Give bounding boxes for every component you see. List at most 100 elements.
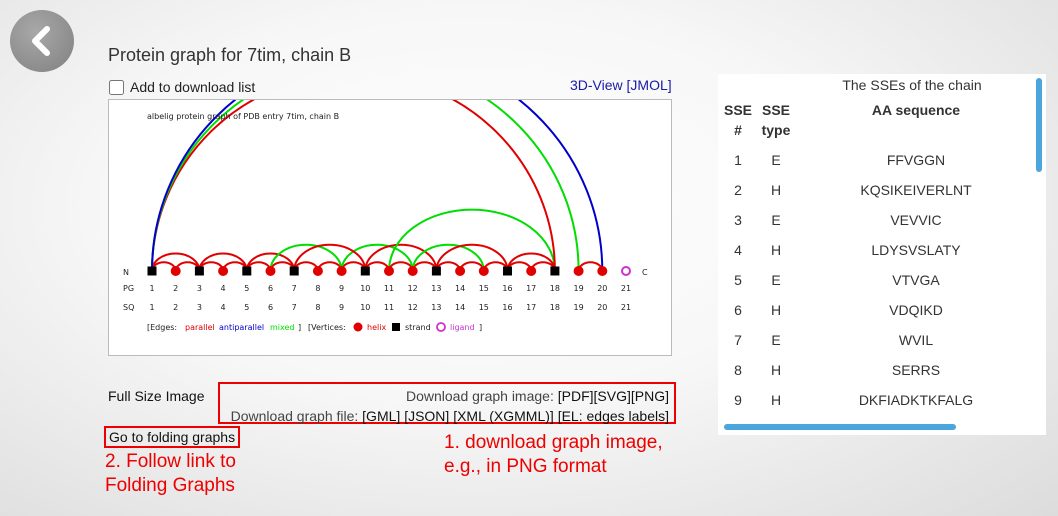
graph-edge <box>364 243 438 272</box>
graph-vertex-strand <box>147 266 157 276</box>
vertical-scrollbar[interactable] <box>1036 78 1042 172</box>
graph-vertex-strand <box>431 266 441 276</box>
annotation-folding-line2: Folding Graphs <box>105 475 235 496</box>
protein-graph: albelig protein graph of PDB entry 7tim,… <box>123 49 648 332</box>
sse-type-cell: H <box>770 182 782 198</box>
sse-table-row: 6 H VDQIKD <box>718 302 1038 332</box>
aa-sequence-header: AA sequence <box>871 102 961 118</box>
graph-sq-number: 8 <box>315 303 320 312</box>
graph-sq-number: 20 <box>597 303 607 312</box>
sse-table-caption: The SSEs of the chain <box>842 77 982 93</box>
sse-table-row: 7 E WVIL <box>718 332 1038 362</box>
sse-number-cell: 4 <box>734 242 742 258</box>
aa-sequence-cell: VTVGA <box>892 272 940 288</box>
download-image-row: Download graph image: [PDF][SVG][PNG] <box>406 388 669 404</box>
graph-sq-number: 6 <box>268 303 273 312</box>
graph-edge <box>506 252 556 272</box>
download-edges-labels-link[interactable]: [EL: edges labels] <box>557 408 669 424</box>
aa-sequence-cell: VEVVIC <box>890 212 942 228</box>
graph-title: albelig protein graph of PDB entry 7tim,… <box>147 112 339 121</box>
graph-pg-number: 17 <box>526 284 536 293</box>
graph-pg-number: 18 <box>550 284 560 293</box>
sse-table-row: 8 H SERRS <box>718 362 1038 392</box>
graph-edge <box>388 208 556 272</box>
page-title: Protein graph for 7tim, chain B <box>108 45 352 65</box>
legend-strand: strand <box>405 323 431 332</box>
sse-number-header-line1: SSE <box>723 102 752 118</box>
graph-sq-number: 18 <box>550 303 560 312</box>
sse-table-row: 5 E VTVGA <box>718 272 1038 302</box>
graph-pg-number: 1 <box>149 284 154 293</box>
download-pdf-link[interactable]: [PDF] <box>557 388 594 404</box>
graph-edge <box>411 243 485 272</box>
back-button[interactable] <box>10 10 74 72</box>
graph-c-terminus: C <box>642 268 648 277</box>
legend-ligand: ligand <box>450 323 475 332</box>
legend-helix-marker <box>353 322 363 332</box>
graph-pg-number: 21 <box>621 284 631 293</box>
download-json-link[interactable]: [JSON] <box>404 408 450 424</box>
graph-sq-number: 7 <box>292 303 297 312</box>
graph-vertex-strand <box>550 266 560 276</box>
download-xgmml-link[interactable]: [XML (XGMML)] <box>453 408 554 424</box>
graph-pg-number: 14 <box>455 284 465 293</box>
sse-type-cell: E <box>771 152 781 168</box>
graph-pg-number: 11 <box>384 284 394 293</box>
download-svg-link[interactable]: [SVG] <box>593 388 631 404</box>
graph-sq-number: 15 <box>479 303 489 312</box>
sse-type-cell: E <box>771 212 781 228</box>
legend-vertices-close: ] <box>479 323 482 332</box>
sse-table-row: 2 H KQSIKEIVERLNT <box>718 182 1038 212</box>
legend-parallel: parallel <box>185 323 215 332</box>
annotation-download-line2: e.g., in PNG format <box>444 456 607 477</box>
sse-table-panel[interactable]: The SSEs of the chain SSE # SSE type AA … <box>718 74 1046 435</box>
download-gml-link[interactable]: [GML] <box>362 408 401 424</box>
sse-number-cell: 6 <box>734 302 742 318</box>
graph-pg-number: 12 <box>408 284 418 293</box>
add-to-download-list[interactable]: Add to download list <box>108 79 255 95</box>
sse-type-cell: E <box>771 272 781 288</box>
graph-sq-number: 9 <box>339 303 344 312</box>
protein-graph-image[interactable]: albelig protein graph of PDB entry 7tim,… <box>108 49 672 356</box>
legend-ligand-marker <box>436 322 446 332</box>
3d-view-link[interactable]: 3D-View [JMOL] <box>570 77 672 93</box>
legend-antiparallel: antiparallel <box>219 323 264 332</box>
sse-number-header: SSE # <box>718 100 758 140</box>
graph-vertex-strand <box>503 266 512 276</box>
graph-sq-label: SQ <box>123 303 134 312</box>
annotation-download-note: 1. download graph image, e.g., in PNG fo… <box>444 431 663 479</box>
aa-sequence-cell: WVIL <box>898 332 934 348</box>
go-to-folding-graphs-link[interactable]: Go to folding graphs <box>104 426 241 448</box>
sse-number-cell: 3 <box>734 212 742 228</box>
download-highlight-box: Download graph image: [PDF][SVG][PNG] Do… <box>218 382 676 424</box>
graph-vertex-strand <box>289 266 299 276</box>
add-to-download-list-checkbox[interactable] <box>109 79 124 95</box>
legend-mixed: mixed <box>270 323 295 332</box>
sse-number-cell: 5 <box>734 272 742 288</box>
download-file-prefix: Download graph file: <box>230 408 359 424</box>
legend-vertices-open: [Vertices: <box>308 323 346 332</box>
sse-number-cell: 2 <box>734 182 742 198</box>
graph-vertex-helix <box>312 266 323 276</box>
sse-type-header-line1: SSE <box>761 102 790 118</box>
aa-sequence-cell: LDYSVSLATY <box>871 242 961 258</box>
sse-type-cell: H <box>770 302 782 318</box>
horizontal-scrollbar[interactable] <box>724 424 956 430</box>
graph-sq-number: 2 <box>173 303 178 312</box>
add-to-download-list-label: Add to download list <box>130 79 256 95</box>
graph-vertex-helix <box>526 266 537 276</box>
graph-vertex-strand <box>194 266 204 276</box>
annotation-folding-note: 2. Follow link to Folding Graphs <box>105 450 236 498</box>
legend-strand-marker <box>392 323 400 331</box>
graph-pg-number: 13 <box>431 284 441 293</box>
full-size-image-link[interactable]: Full Size Image <box>108 388 205 404</box>
graph-pg-number: 19 <box>574 284 584 293</box>
sse-number-cell: 9 <box>734 392 742 408</box>
graph-pg-number: 9 <box>339 284 344 293</box>
download-png-link[interactable]: [PNG] <box>630 388 669 404</box>
graph-sq-number: 19 <box>574 303 584 312</box>
graph-vertex-helix <box>407 266 418 276</box>
sse-type-cell: E <box>771 332 781 348</box>
graph-sq-number: 11 <box>384 303 394 312</box>
aa-sequence-cell: KQSIKEIVERLNT <box>860 182 972 198</box>
